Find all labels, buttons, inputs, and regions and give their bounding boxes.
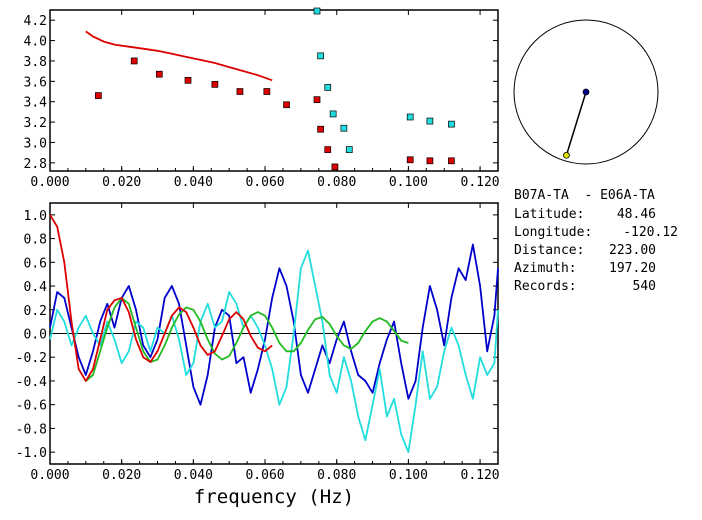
correlation-ticks: 0.000 0.020 0.040 0.060 0.080 0.100 0.120 1.0 0.… — [16, 203, 500, 483]
correlation-x-tick-label: 0.060 — [245, 468, 284, 483]
correlation-x-tick-label: 0.000 — [30, 468, 69, 483]
correlation-blue-line — [49, 243, 499, 406]
dispersion-y-tick-label: 3.4 — [24, 96, 48, 111]
dispersion-red-line — [85, 30, 273, 82]
dispersion-red-point — [324, 146, 332, 153]
latitude-label: Latitude: — [514, 207, 584, 222]
dispersion-cyan-point — [340, 124, 348, 132]
dispersion-red-point — [130, 57, 138, 65]
correlation-panel: 0.000 0.020 0.040 0.060 0.080 0.100 0.120 1.0 0.… — [16, 202, 500, 508]
station-b-marker — [563, 151, 570, 159]
map-inset — [513, 19, 659, 165]
dispersion-cyan-point — [317, 52, 324, 60]
dispersion-y-tick-label: 3.2 — [24, 116, 47, 131]
correlation-x-tick-label: 0.120 — [461, 468, 500, 483]
dispersion-ticks: 0.000 0.020 0.040 0.060 0.080 0.100 0.120 2.8 3.… — [24, 10, 500, 190]
dispersion-x-tick-label: 0.060 — [245, 175, 284, 190]
correlation-x-tick-label: 0.040 — [174, 468, 213, 483]
dispersion-x-tick-label: 0.120 — [461, 175, 500, 190]
correlation-cyan-line — [49, 249, 499, 454]
dispersion-cyan-point — [345, 146, 353, 153]
dispersion-x-tick-label: 0.100 — [389, 175, 428, 190]
records-value: 540 — [633, 279, 656, 294]
correlation-y-tick-label: 0.6 — [24, 256, 47, 271]
dispersion-y-tick-label: 2.8 — [24, 157, 47, 172]
dispersion-cyan-point — [324, 84, 332, 91]
dispersion-cyan-point — [448, 120, 455, 128]
dispersion-red-point — [313, 96, 321, 104]
longitude-label: Longitude: — [514, 225, 592, 240]
great-circle-path — [565, 91, 587, 156]
station-a-marker — [582, 88, 590, 96]
dispersion-red-point — [155, 70, 163, 78]
dispersion-y-tick-label: 3.8 — [24, 55, 47, 70]
distance-value: 223.00 — [609, 243, 656, 258]
correlation-y-tick-label: -0.6 — [16, 399, 47, 414]
dispersion-red-point — [95, 92, 102, 99]
correlation-y-tick-label: 1.0 — [24, 209, 47, 224]
dispersion-y-tick-label: 4.0 — [24, 35, 47, 50]
azimuth-value: 197.20 — [609, 261, 656, 276]
dispersion-red-point — [236, 88, 244, 95]
dispersion-red-point — [263, 88, 271, 95]
dispersion-panel: 0.000 0.020 0.040 0.060 0.080 0.100 0.120 2.8 3.… — [24, 7, 500, 190]
map-circle — [513, 19, 659, 165]
station-pair: B07A-TA - E06A-TA — [514, 188, 655, 203]
azimuth-label: Azimuth: — [514, 261, 577, 276]
dispersion-cyan-point — [426, 117, 434, 125]
dispersion-cyan-point — [313, 7, 321, 15]
longitude-value: -120.12 — [623, 225, 678, 240]
records-label: Records: — [514, 279, 577, 294]
dispersion-cyan-point — [329, 110, 337, 118]
dispersion-x-tick-label: 0.080 — [317, 175, 356, 190]
correlation-y-tick-label: -0.4 — [16, 375, 47, 390]
correlation-x-tick-label: 0.020 — [102, 468, 141, 483]
distance-label: Distance: — [514, 243, 584, 258]
dispersion-y-tick-label: 3.6 — [24, 75, 47, 90]
dispersion-red-point — [283, 101, 290, 109]
x-axis-label: frequency (Hz) — [194, 486, 354, 508]
dispersion-series — [85, 7, 455, 171]
latitude-value: 48.46 — [617, 207, 656, 222]
correlation-y-tick-label: -0.8 — [16, 422, 47, 437]
correlation-y-tick-label: -0.2 — [16, 351, 47, 366]
correlation-red-line — [49, 214, 273, 382]
dispersion-x-tick-label: 0.000 — [30, 175, 69, 190]
correlation-x-tick-label: 0.080 — [317, 468, 356, 483]
correlation-series — [49, 214, 499, 454]
correlation-y-tick-label: 0.8 — [24, 233, 47, 248]
dispersion-red-point — [331, 163, 339, 171]
dispersion-red-point — [317, 125, 324, 133]
dispersion-x-tick-label: 0.040 — [174, 175, 213, 190]
correlation-y-tick-label: 0.2 — [24, 304, 47, 319]
dispersion-red-point — [448, 157, 455, 165]
dispersion-x-tick-label: 0.020 — [102, 175, 141, 190]
dispersion-y-tick-label: 3.0 — [24, 136, 47, 151]
dispersion-red-point — [211, 81, 219, 88]
correlation-x-tick-label: 0.100 — [389, 468, 428, 483]
dispersion-red-point — [426, 157, 434, 165]
station-info: B07A-TA - E06A-TA Latitude: 48.46 Longit… — [514, 188, 678, 294]
correlation-y-tick-label: 0.4 — [24, 280, 48, 295]
dispersion-cyan-point — [406, 113, 414, 121]
dispersion-red-point — [406, 156, 414, 164]
dispersion-y-tick-label: 4.2 — [24, 14, 47, 29]
correlation-y-tick-label: -1.0 — [16, 446, 47, 461]
correlation-green-line — [85, 296, 409, 382]
dispersion-frame — [49, 9, 499, 172]
dispersion-red-point — [184, 76, 192, 84]
correlation-y-tick-label: 0.0 — [24, 328, 47, 343]
